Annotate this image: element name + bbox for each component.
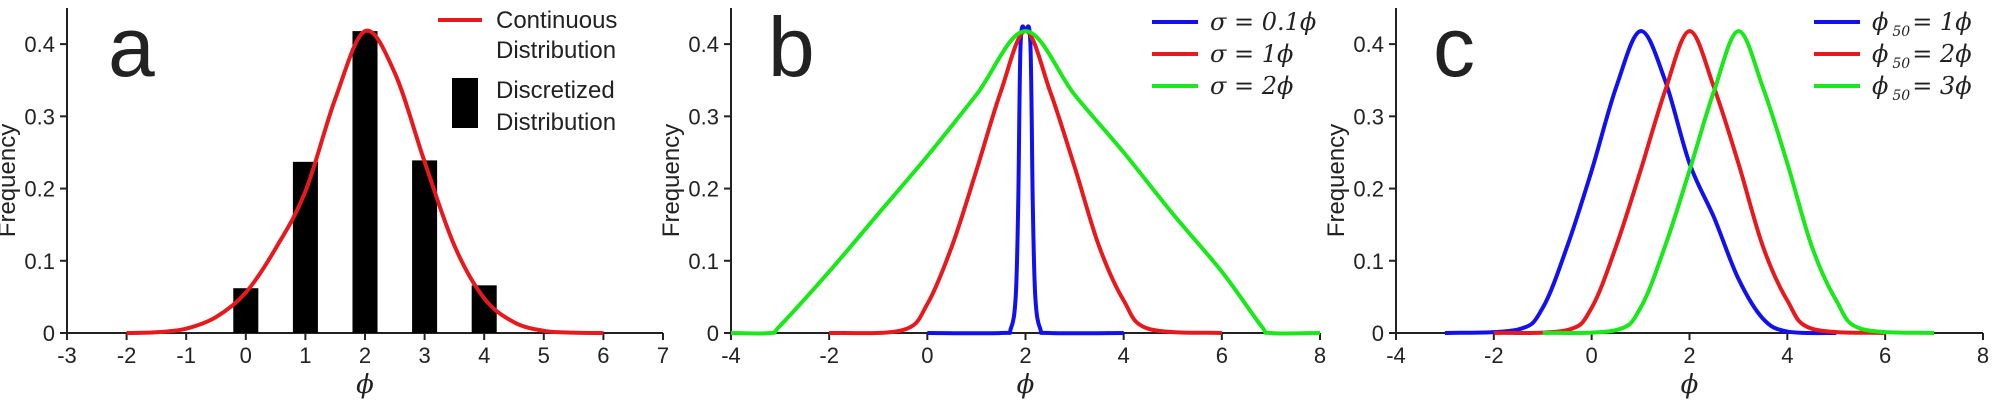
panel-b-y-axis-title: Frequency [658, 124, 685, 237]
panel-a-x-tick-label: 0 [240, 343, 252, 368]
panel-a-x-tick-label: -3 [57, 343, 77, 368]
panel-a-letter: a [108, 0, 155, 94]
panel-b-plot-area: -4 -2 0 2 4 6 8 0 0.1 0.2 0.3 0.4 ϕ Frequency σ = 0.1ϕ… [658, 8, 1326, 400]
panel-c-y-axis-title: Frequency [1323, 124, 1350, 237]
panel-a-y-tick-label: 0.1 [24, 249, 55, 274]
panel-c-y-tick-label: 0.1 [1353, 249, 1384, 274]
panel-a-bar [233, 288, 259, 333]
panel-a-series-line [126, 28, 604, 335]
panel-b-series-line [927, 24, 1124, 336]
panel-a-x-tick-label: 6 [597, 343, 609, 368]
panel-b-legend-label: σ = 1ϕ [1210, 40, 1293, 68]
panel-a-x-tick-label: 3 [418, 343, 430, 368]
panel-c-series-line [1493, 29, 1886, 335]
panel-c-x-tick-label: 8 [1977, 343, 1989, 368]
panel-b-y-tick-label: 0.2 [688, 177, 719, 202]
panel-b-x-tick-label: 6 [1216, 343, 1228, 368]
panel-a-x-tick-label: -1 [176, 343, 196, 368]
panel-c-x-tick-label: 4 [1781, 343, 1793, 368]
panel-c-series-line [1444, 29, 1837, 336]
panel-c-x-tick-label: 2 [1683, 343, 1695, 368]
panel-a-legend-swatch-bar [452, 78, 478, 128]
panel-a-y-axis-title: Frequency [0, 124, 21, 237]
panel-c-x-tick-label: 0 [1586, 343, 1598, 368]
panel-b: b -4 -2 0 2 4 6 8 0 0.1 0.2 0.3 0.4 ϕ Frequency σ = 0.… [658, 0, 1326, 400]
panel-c-x-tick-label: -2 [1484, 343, 1504, 368]
panel-c-legend-label: ϕ 50= 2ϕ [1872, 40, 1972, 72]
panel-c-letter: c [1433, 0, 1475, 94]
panel-b-x-tick-label: 0 [921, 343, 933, 368]
panel-a-legend-label: Distribution [496, 37, 616, 64]
panel-a-x-tick-label: 4 [478, 343, 490, 368]
panel-b-legend-label: σ = 2ϕ [1210, 72, 1293, 100]
panel-c: c -4 -2 0 2 4 6 8 0 0.1 0.2 0.3 0.4 ϕ Frequency ϕ 50= 1… [1323, 0, 1989, 400]
panel-b-letter: b [768, 0, 815, 94]
panel-a: a -3 -2 -1 0 1 2 3 4 5 6 7 0 0.1 0.2 0.3 0.4 ϕ Frequency C… [0, 0, 669, 400]
panel-c-y-tick-label: 0.3 [1353, 104, 1384, 129]
panel-a-x-tick-label: 2 [359, 343, 371, 368]
panel-b-x-tick-label: -2 [819, 343, 839, 368]
panel-c-legend-label: ϕ 50= 1ϕ [1872, 8, 1972, 40]
panel-a-legend-label: Discretized [496, 77, 615, 104]
panel-c-series-line [1542, 29, 1935, 335]
panel-b-legend-label: σ = 0.1ϕ [1210, 8, 1316, 36]
panel-a-x-tick-label: 7 [657, 343, 669, 368]
panel-c-y-tick-label: 0.4 [1353, 32, 1384, 57]
panel-b-series-line [730, 29, 1321, 336]
panel-a-bar [352, 31, 378, 333]
panel-a-x-tick-label: -2 [117, 343, 137, 368]
panel-a-y-tick-label: 0.4 [24, 32, 55, 57]
panel-b-y-tick-label: 0.4 [688, 32, 719, 57]
panel-c-x-tick-label: 6 [1879, 343, 1891, 368]
panel-b-y-tick-label: 0 [707, 321, 719, 346]
panel-a-x-axis-title: ϕ [356, 370, 374, 400]
panel-a-y-tick-label: 0.3 [24, 104, 55, 129]
panel-c-x-axis-title: ϕ [1681, 370, 1699, 400]
panel-b-y-tick-label: 0.3 [688, 104, 719, 129]
panel-b-x-tick-label: -4 [721, 343, 741, 368]
panel-c-y-tick-label: 0.2 [1353, 177, 1384, 202]
panel-a-x-tick-label: 5 [538, 343, 550, 368]
panel-b-x-axis-title: ϕ [1017, 370, 1035, 400]
panel-b-x-tick-label: 2 [1019, 343, 1031, 368]
panel-a-plot-area: -3 -2 -1 0 1 2 3 4 5 6 7 0 0.1 0.2 0.3 0.4 ϕ Frequency Con… [0, 7, 669, 400]
panel-b-y-tick-label: 0.1 [688, 249, 719, 274]
panel-a-legend-label: Distribution [496, 109, 616, 136]
panel-c-y-tick-label: 0 [1372, 321, 1384, 346]
panel-a-x-tick-label: 1 [299, 343, 311, 368]
panel-c-legend-label: ϕ 50= 3ϕ [1872, 72, 1972, 104]
panel-b-x-tick-label: 8 [1314, 343, 1326, 368]
panel-b-x-tick-label: 4 [1118, 343, 1130, 368]
panel-c-x-tick-label: -4 [1386, 343, 1406, 368]
panel-a-y-tick-label: 0 [43, 321, 55, 346]
panel-a-y-tick-label: 0.2 [24, 177, 55, 202]
panel-a-legend-label: Continuous [496, 7, 617, 34]
panel-b-series-line [829, 29, 1222, 336]
